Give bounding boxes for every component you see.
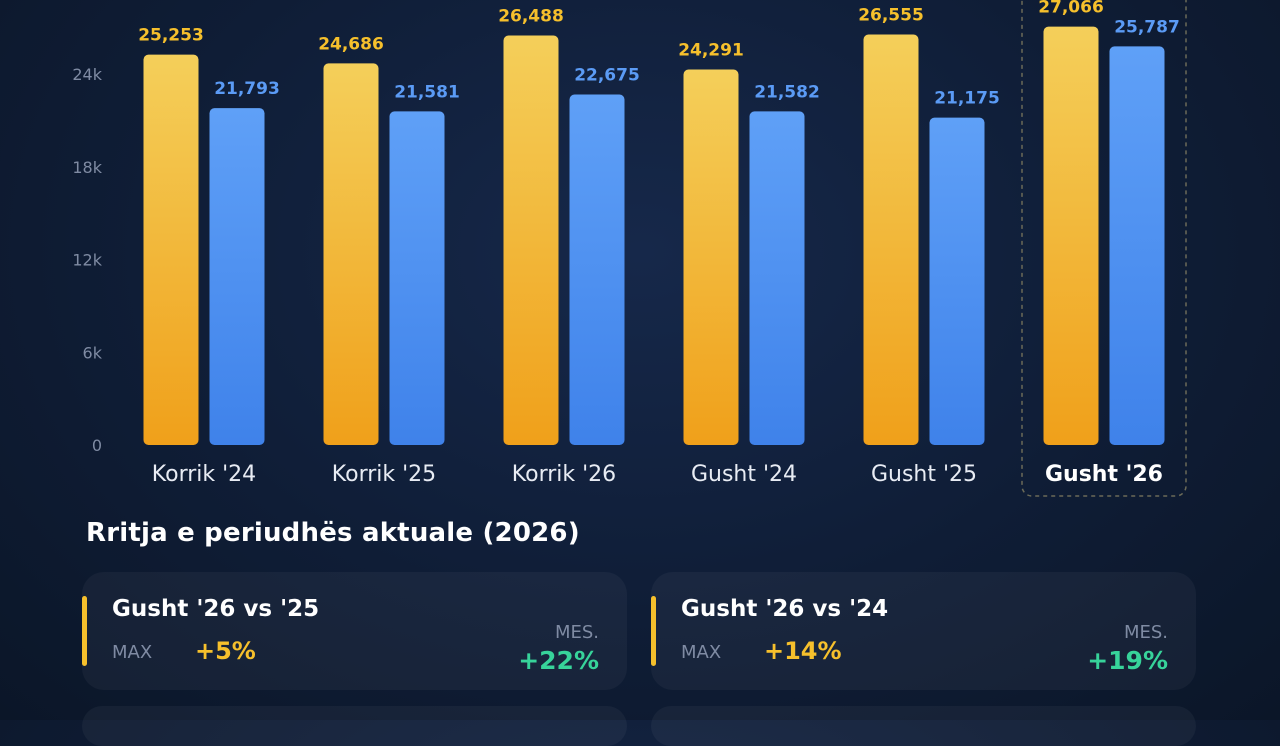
bar-gold-2 (503, 35, 559, 445)
y-tick-label: 6k (83, 343, 103, 362)
value-label: 26,488 (498, 7, 564, 27)
bars-layer: 25,253 21,793 24,686 21,581 26,488 22,675 24,2… (138, 0, 1180, 446)
max-label: MAX (112, 642, 153, 663)
bar-gold-0 (143, 54, 199, 445)
next-card-partial (651, 706, 1196, 746)
value-label: 26,555 (858, 6, 924, 26)
y-tick-label: 18k (72, 158, 102, 177)
category-label: Gusht '26 (1045, 462, 1163, 487)
value-label: 21,175 (934, 89, 1000, 109)
value-label: 22,675 (574, 65, 640, 85)
growth-card-vs-24: Gusht '26 vs '24 MAX +14% MES. +19% (651, 572, 1196, 690)
card-accent-bar (82, 596, 87, 666)
mes-label: MES. (554, 622, 599, 643)
category-label: Gusht '25 (871, 462, 977, 487)
bar-gold-4 (863, 34, 919, 445)
mes-value: +22% (518, 646, 599, 675)
card-accent-bar (651, 596, 656, 666)
y-tick-label: 0 (92, 436, 102, 455)
category-label: Korrik '25 (332, 462, 436, 487)
value-label: 21,793 (214, 79, 280, 99)
bar-gold-3 (683, 69, 739, 446)
category-label: Korrik '24 (152, 462, 256, 487)
card-title: Gusht '26 vs '25 (112, 596, 320, 622)
bar-blue-3 (749, 111, 805, 446)
bar-gold-5 (1043, 26, 1099, 446)
y-tick-label: 24k (72, 65, 102, 84)
value-label: 24,686 (318, 34, 384, 54)
bar-blue-0 (209, 108, 265, 445)
mes-value: +19% (1087, 646, 1168, 675)
value-label: 21,581 (394, 82, 460, 102)
max-label: MAX (681, 642, 722, 663)
category-label: Gusht '24 (691, 462, 797, 487)
category-labels: Korrik '24 Korrik '25 Korrik '26 Gusht '24 G… (152, 462, 1163, 487)
value-label: 27,066 (1038, 0, 1104, 18)
bar-blue-2 (569, 94, 625, 445)
value-label: 25,787 (1114, 17, 1180, 37)
growth-section-title: Rritja e periudhës aktuale (2026) (86, 518, 580, 548)
bar-gold-1 (323, 63, 379, 446)
bar-blue-5 (1109, 46, 1165, 446)
y-axis: 0 6k 12k 18k 24k (72, 65, 102, 455)
highlight-box (1021, 0, 1187, 497)
mes-label: MES. (1123, 622, 1168, 643)
value-label: 25,253 (138, 26, 204, 46)
bar-chart: 0 6k 12k 18k 24k 25,253 21,793 24,686 21,581 26,… (72, 0, 1187, 497)
bar-blue-1 (389, 111, 445, 445)
next-card-partial (82, 706, 627, 746)
growth-card-vs-25: Gusht '26 vs '25 MAX +5% MES. +22% (82, 572, 627, 690)
max-value: +5% (195, 637, 256, 665)
highlight-layer (1021, 0, 1187, 497)
value-label: 21,582 (754, 82, 820, 102)
y-tick-label: 12k (72, 251, 102, 270)
bar-blue-4 (929, 117, 985, 445)
max-value: +14% (764, 637, 842, 665)
card-title: Gusht '26 vs '24 (681, 596, 889, 622)
category-label: Korrik '26 (512, 462, 616, 487)
value-label: 24,291 (678, 41, 744, 61)
